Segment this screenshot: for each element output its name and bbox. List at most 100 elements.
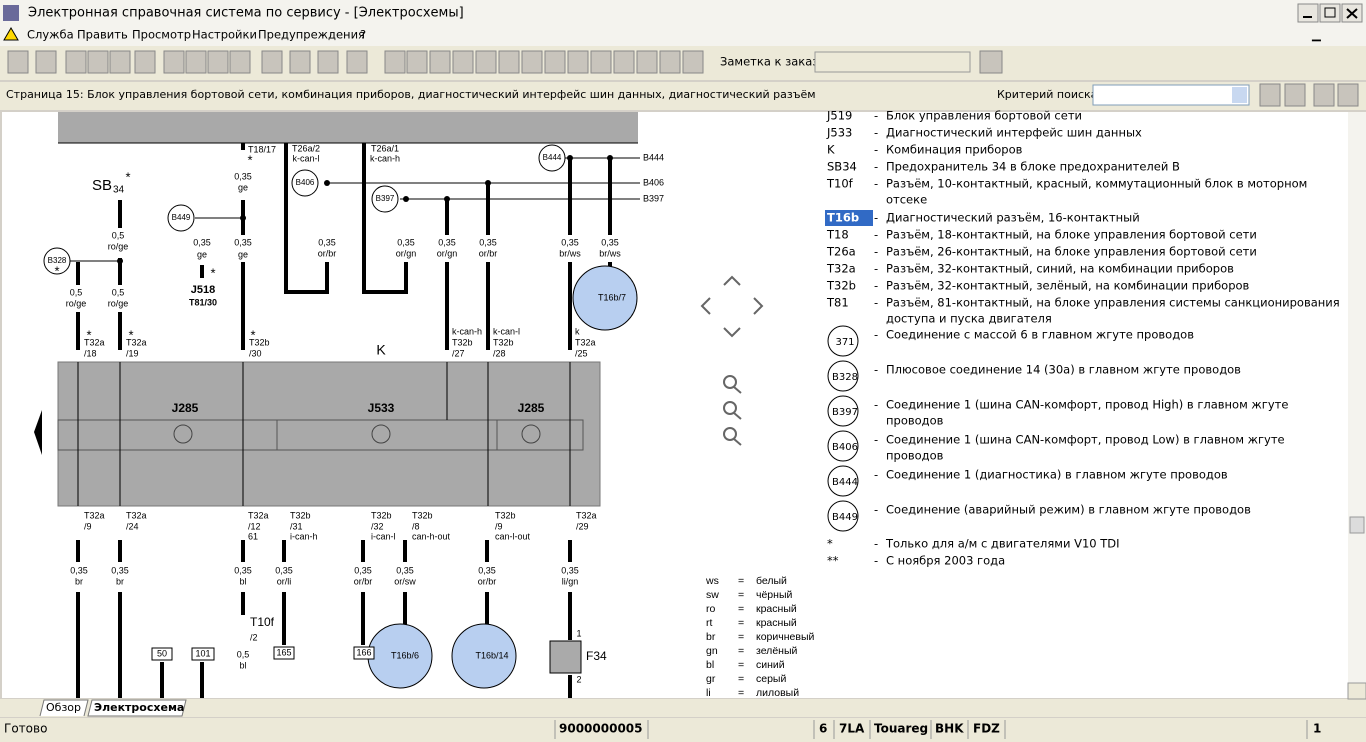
toolbar-button[interactable] [384,50,406,74]
legend-code[interactable]: B397 [832,407,858,418]
legend-circle [827,360,859,392]
menu-item[interactable]: Править [77,28,128,42]
scroll-down[interactable] [1347,682,1366,700]
toolbar-button[interactable] [346,50,368,74]
toolbar-button[interactable] [261,50,283,74]
diagram-label: T32a [576,510,597,520]
toolbar-button[interactable] [185,50,207,74]
toolbar-button[interactable] [87,50,109,74]
legend-code[interactable]: J519 [826,109,852,123]
legend-code[interactable]: K [827,143,835,157]
toolbar-button[interactable] [163,50,185,74]
menu-item[interactable]: Служба [27,28,74,42]
search-input[interactable] [1092,84,1250,106]
toolbar-button[interactable] [65,50,87,74]
diagram-label: br [75,576,83,586]
diagram-label: /30 [249,348,262,358]
toolbar-button[interactable] [498,50,520,74]
toolbar-button[interactable] [229,50,251,74]
search-dropdown[interactable] [1232,87,1247,103]
toolbar-button[interactable] [590,50,612,74]
toolbar-button[interactable] [567,50,589,74]
diagram-label: T26a/2 [292,143,320,153]
search-label: Критерий поиска: [997,88,1101,101]
color-equals: = [738,645,744,657]
legend-separator: - [874,363,878,377]
tab[interactable]: Обзор [46,701,81,714]
toolbar-button[interactable] [544,50,566,74]
toolbar-button[interactable] [636,50,658,74]
diagram-label: 165 [276,647,291,657]
menu-item[interactable]: Просмотр [132,28,191,42]
legend-separator: - [874,554,878,568]
diagram-label: 0,35 [396,565,414,575]
diagram-label: /32 [371,521,384,531]
toolbar-button[interactable] [109,50,131,74]
note-button[interactable] [979,50,1003,74]
legend-text: Соединение 1 (шина CAN-комфорт, провод H… [886,398,1288,412]
window-controls[interactable] [1297,3,1363,23]
legend-separator: - [874,160,878,174]
diagram-label: 166 [356,647,371,657]
legend-code[interactable]: T18 [826,228,849,242]
legend-text: Разъём, 81-контактный, на блоке управлен… [886,296,1340,310]
toolbar-button[interactable] [406,50,428,74]
legend-code[interactable]: T81 [826,296,849,310]
tab[interactable]: Электросхема [94,701,184,714]
legend-text: Соединение с массой 6 в главном жгуте пр… [886,328,1194,342]
toolbar-button[interactable] [682,50,704,74]
legend-code[interactable]: T26a [826,245,856,259]
toolbar-button[interactable] [317,50,339,74]
diagram-label: 0,35 [70,565,88,575]
legend-code[interactable]: B328 [832,372,858,383]
toolbar-button[interactable] [613,50,635,74]
status-field: Готово [4,722,47,736]
toolbar-button[interactable] [429,50,451,74]
legend-code[interactable]: J533 [826,126,852,140]
diagram-label: 50 [157,648,167,658]
legend-code[interactable]: T32a [826,262,856,276]
diagram-label: ge [197,249,207,259]
toolbar-button[interactable] [207,50,229,74]
search-buttons[interactable] [1259,83,1359,107]
legend-code[interactable]: B406 [832,442,858,453]
diagram-label: 0,35 [318,237,336,247]
toolbar-button[interactable] [659,50,681,74]
scrollbar[interactable] [1348,112,1366,698]
legend-code[interactable]: T10f [826,177,854,191]
legend-code[interactable]: SB34 [827,160,857,174]
legend-code[interactable]: B449 [832,512,858,523]
toolbar-button[interactable] [35,50,57,74]
toolbar-button[interactable] [475,50,497,74]
toolbar-button[interactable] [521,50,543,74]
color-name: лиловый [756,687,799,699]
scroll-thumb[interactable] [1349,516,1365,534]
legend-code[interactable]: T32b [826,279,856,293]
toolbar-button[interactable] [134,50,156,74]
color-name: синий [756,659,785,671]
menu-item[interactable]: Предупреждения [258,28,365,42]
color-equals: = [738,673,744,685]
legend-text: Блок управления бортовой сети [886,109,1082,123]
toolbar-button[interactable] [7,50,29,74]
diagram-label: /31 [290,521,303,531]
color-equals: = [738,617,744,629]
legend-separator: - [874,177,878,191]
note-input[interactable] [814,51,971,73]
diagram-label: T32b [412,510,433,520]
toolbar-button[interactable] [452,50,474,74]
wiring-diagram [34,112,640,698]
diagram-label: T32a [248,510,269,520]
diagram-label: /24 [126,521,139,531]
color-code: li [706,687,711,699]
menu-item[interactable]: Настройки [192,28,257,42]
toolbar-button[interactable] [289,50,311,74]
color-equals: = [738,575,744,587]
mdi-controls[interactable]: ▁ [1311,28,1321,42]
legend-code[interactable]: B444 [832,477,858,488]
menu-item[interactable]: ? [360,28,366,42]
legend-code[interactable]: 371 [835,337,854,348]
legend-code[interactable]: T16b [827,211,859,225]
nav-controls[interactable] [700,275,764,446]
diagram-label: T32a [126,337,147,347]
